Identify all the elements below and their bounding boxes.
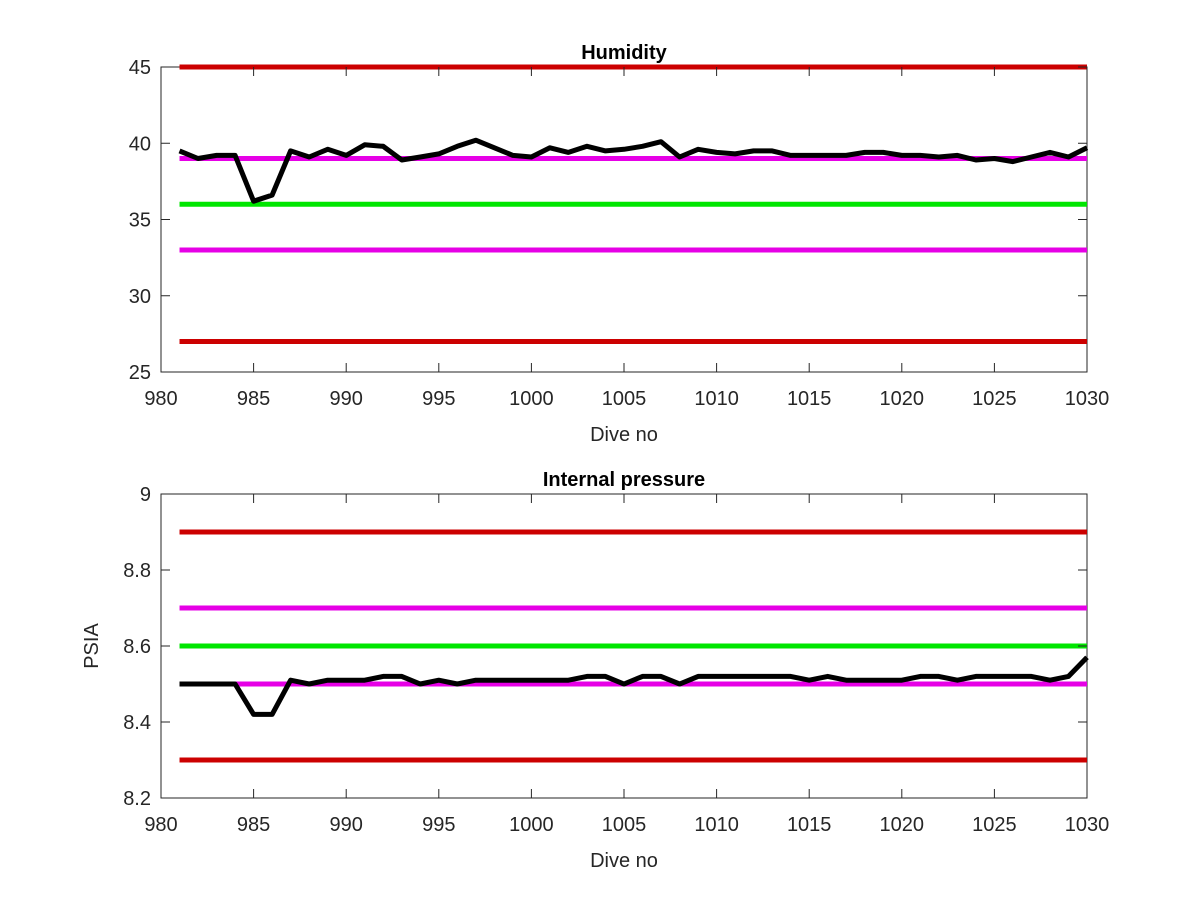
y-tick-label: 8.4: [123, 712, 151, 734]
x-tick-label: 1015: [787, 814, 832, 836]
x-tick-label: 1025: [972, 814, 1017, 836]
chart-panel-0: 980 985 990 995 1000 1005 1010 1015 1020 1025 1030…: [129, 42, 1110, 446]
x-tick-label: 980: [144, 388, 177, 410]
x-tick-label: 990: [330, 814, 363, 836]
chart-title: Internal pressure: [543, 469, 705, 491]
y-axis-label: PSIA: [81, 623, 103, 669]
x-tick-label: 1020: [880, 388, 925, 410]
x-tick-label: 1005: [602, 814, 647, 836]
x-tick-label: 985: [237, 388, 270, 410]
x-tick-label: 980: [144, 814, 177, 836]
x-tick-label: 1000: [509, 814, 554, 836]
x-tick-label: 1030: [1065, 388, 1110, 410]
y-tick-label: 40: [129, 133, 151, 155]
x-tick-label: 1010: [694, 814, 739, 836]
x-tick-label: 1015: [787, 388, 832, 410]
x-tick-label: 990: [330, 388, 363, 410]
x-tick-label: 995: [422, 814, 455, 836]
y-tick-label: 8.6: [123, 636, 151, 658]
x-tick-label: 1005: [602, 388, 647, 410]
x-tick-label: 1020: [880, 814, 925, 836]
x-tick-label: 995: [422, 388, 455, 410]
y-tick-label: 25: [129, 362, 151, 384]
chart-title: Humidity: [581, 42, 667, 64]
series-line: [178, 137, 1089, 204]
x-tick-label: 1030: [1065, 814, 1110, 836]
y-tick-label: 35: [129, 210, 151, 232]
x-axis-label: Dive no: [590, 850, 658, 872]
y-tick-label: 8.8: [123, 560, 151, 582]
x-tick-label: 1010: [694, 388, 739, 410]
y-tick-label: 30: [129, 286, 151, 308]
chart-panel-1: 980 985 990 995 1000 1005 1010 1015 1020 1025 1030…: [81, 469, 1109, 872]
x-tick-label: 1000: [509, 388, 554, 410]
y-tick-label: 9: [140, 484, 151, 506]
plot-area: [160, 66, 1088, 373]
x-tick-label: 985: [237, 814, 270, 836]
series-line: [179, 655, 1089, 717]
x-tick-label: 1025: [972, 388, 1017, 410]
x-axis-label: Dive no: [590, 424, 658, 446]
y-tick-label: 8.2: [123, 788, 151, 810]
y-tick-label: 45: [129, 57, 151, 79]
